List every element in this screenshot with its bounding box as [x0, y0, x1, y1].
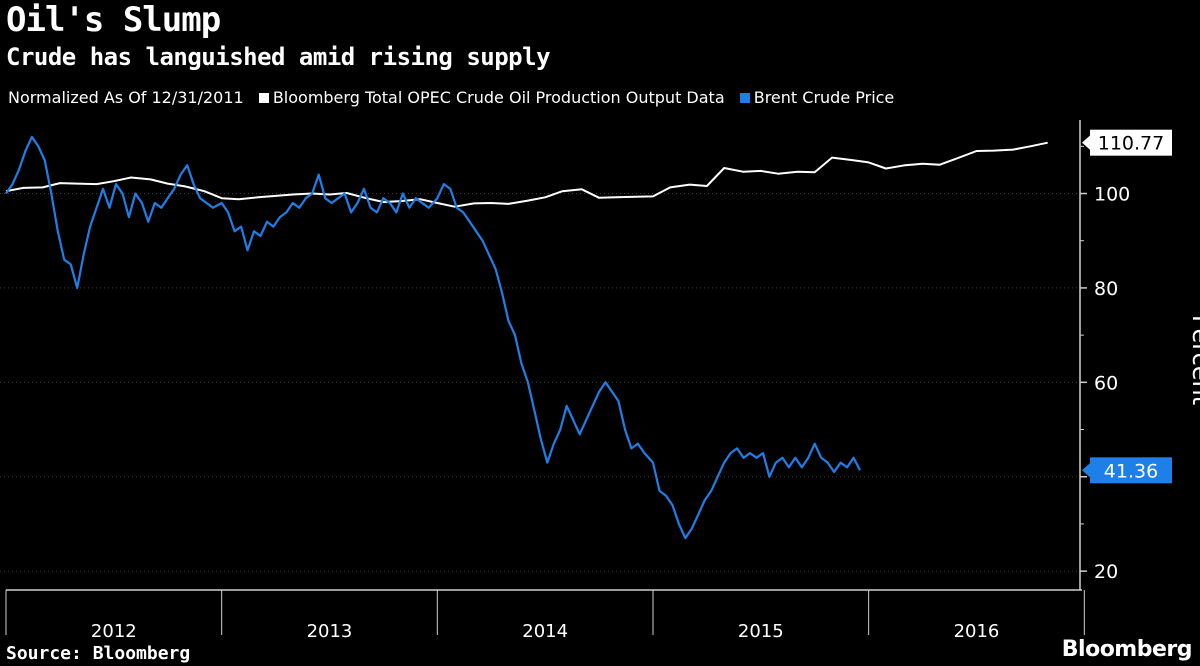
y-tick-label: 100	[1094, 184, 1130, 206]
legend-prefix: Normalized As Of 12/31/2011	[8, 88, 244, 107]
end-label-opec: 110.77	[1098, 133, 1164, 155]
x-tick-label: 2013	[307, 621, 353, 642]
x-tick-label: 2015	[738, 621, 784, 642]
legend-item-brent: Brent Crude Price	[739, 88, 895, 108]
y-axis-title: Percent	[1187, 315, 1200, 405]
bloomberg-logo: Bloomberg	[1061, 637, 1193, 662]
series-line-brent	[5, 135, 861, 540]
y-tick-label: 80	[1094, 278, 1118, 300]
legend-label-brent: Brent Crude Price	[753, 88, 895, 107]
legend-label-opec: Bloomberg Total OPEC Crude Oil Productio…	[272, 88, 725, 107]
x-tick-label: 2012	[91, 621, 137, 642]
end-label-brent: 41.36	[1104, 460, 1158, 482]
source-note: Source: Bloomberg	[6, 643, 191, 664]
series-line-opec	[5, 141, 1048, 208]
end-label-box-brent	[1090, 457, 1172, 484]
chart-title: Oil's Slump	[6, 0, 221, 40]
y-tick-label: 20	[1094, 561, 1118, 583]
legend-swatch-opec	[258, 93, 269, 103]
legend-item-opec: Bloomberg Total OPEC Crude Oil Productio…	[258, 88, 725, 108]
chart-subtitle: Crude has languished amid rising supply	[6, 43, 551, 71]
legend: Normalized As Of 12/31/2011 Bloomberg To…	[8, 88, 904, 108]
end-label-box-opec	[1090, 129, 1172, 156]
end-label-pointer	[1082, 462, 1091, 479]
y-tick-label: 60	[1094, 372, 1118, 394]
x-tick-label: 2016	[954, 621, 1000, 642]
x-tick-label: 2014	[522, 621, 568, 642]
end-label-pointer	[1082, 134, 1091, 151]
legend-swatch-brent	[739, 93, 750, 103]
